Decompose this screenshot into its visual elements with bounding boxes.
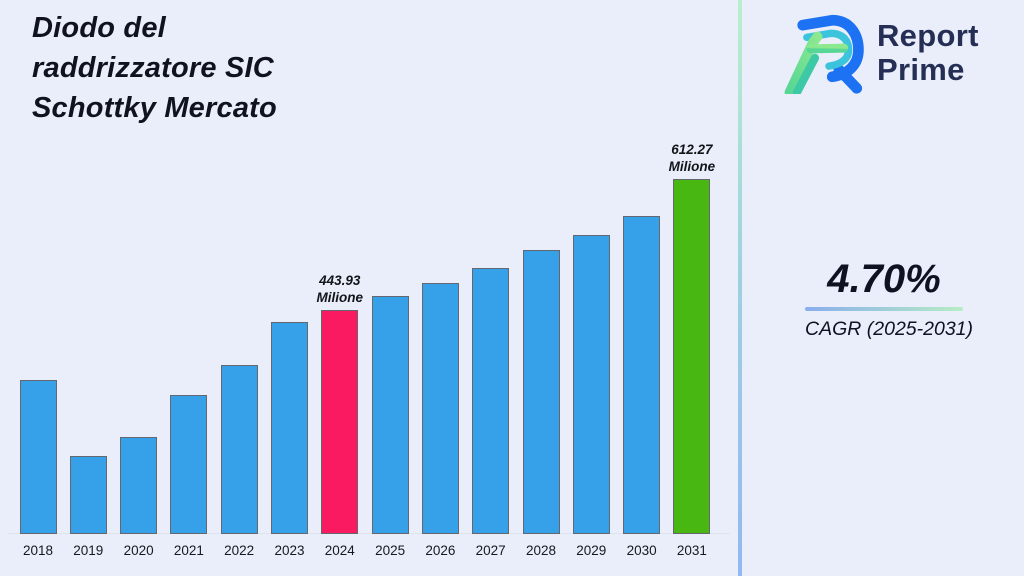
- brand-name-line1: Report: [877, 18, 979, 53]
- bar-2027: [472, 268, 510, 534]
- brand-name-line2: Prime: [877, 52, 965, 87]
- x-tick-2027: 2027: [475, 543, 506, 558]
- bar-2024: [321, 310, 359, 534]
- x-tick-2018: 2018: [22, 543, 54, 558]
- bar-2020: [120, 437, 158, 534]
- bar-2019: [69, 456, 107, 534]
- bar-2030: [623, 216, 661, 534]
- brand-logo: Report Prime: [783, 12, 979, 94]
- x-tick-2026: 2026: [425, 543, 456, 558]
- bar-value-label-2024: 443.93 Milione: [316, 273, 364, 305]
- x-tick-2021: 2021: [173, 543, 204, 558]
- x-tick-2024: 2024: [324, 543, 355, 558]
- brand-name: Report Prime: [877, 19, 979, 87]
- cagr-value: 4.70%: [827, 257, 941, 301]
- bar-value-label-2031: 612.27 Milione: [668, 142, 716, 174]
- x-tick-2031: 2031: [676, 543, 707, 558]
- bar-2029: [572, 235, 610, 534]
- report-prime-logo-icon: [784, 14, 864, 94]
- cagr-underline: [805, 307, 963, 311]
- bar-2022: [220, 365, 258, 534]
- bar-2025: [371, 296, 409, 534]
- x-tick-2028: 2028: [525, 543, 557, 558]
- bar-2031: [673, 179, 711, 534]
- x-tick-2019: 2019: [73, 543, 104, 558]
- divider-line: [738, 0, 742, 576]
- bar-2021: [170, 395, 208, 534]
- x-tick-2023: 2023: [274, 543, 305, 558]
- x-tick-2029: 2029: [576, 543, 607, 558]
- bar-2018: [19, 380, 57, 534]
- cagr-label: CAGR (2025-2031): [805, 318, 973, 340]
- bar-2023: [271, 322, 308, 534]
- x-tick-2020: 2020: [123, 543, 154, 558]
- x-tick-2030: 2030: [626, 543, 657, 558]
- cagr-block: 4.70% CAGR (2025-2031): [805, 256, 973, 341]
- bar-chart: 2018 2019 2020 2021 2022 2023 2024 2025 2026 2027…: [8, 142, 730, 558]
- x-tick-2022: 2022: [224, 543, 255, 558]
- x-axis-line: [8, 533, 730, 534]
- x-tick-2025: 2025: [375, 543, 406, 558]
- page-title: Diodo del raddrizzatore SIC Schottky Mer…: [32, 12, 277, 124]
- bar-2026: [421, 283, 459, 534]
- bar-2028: [522, 250, 560, 534]
